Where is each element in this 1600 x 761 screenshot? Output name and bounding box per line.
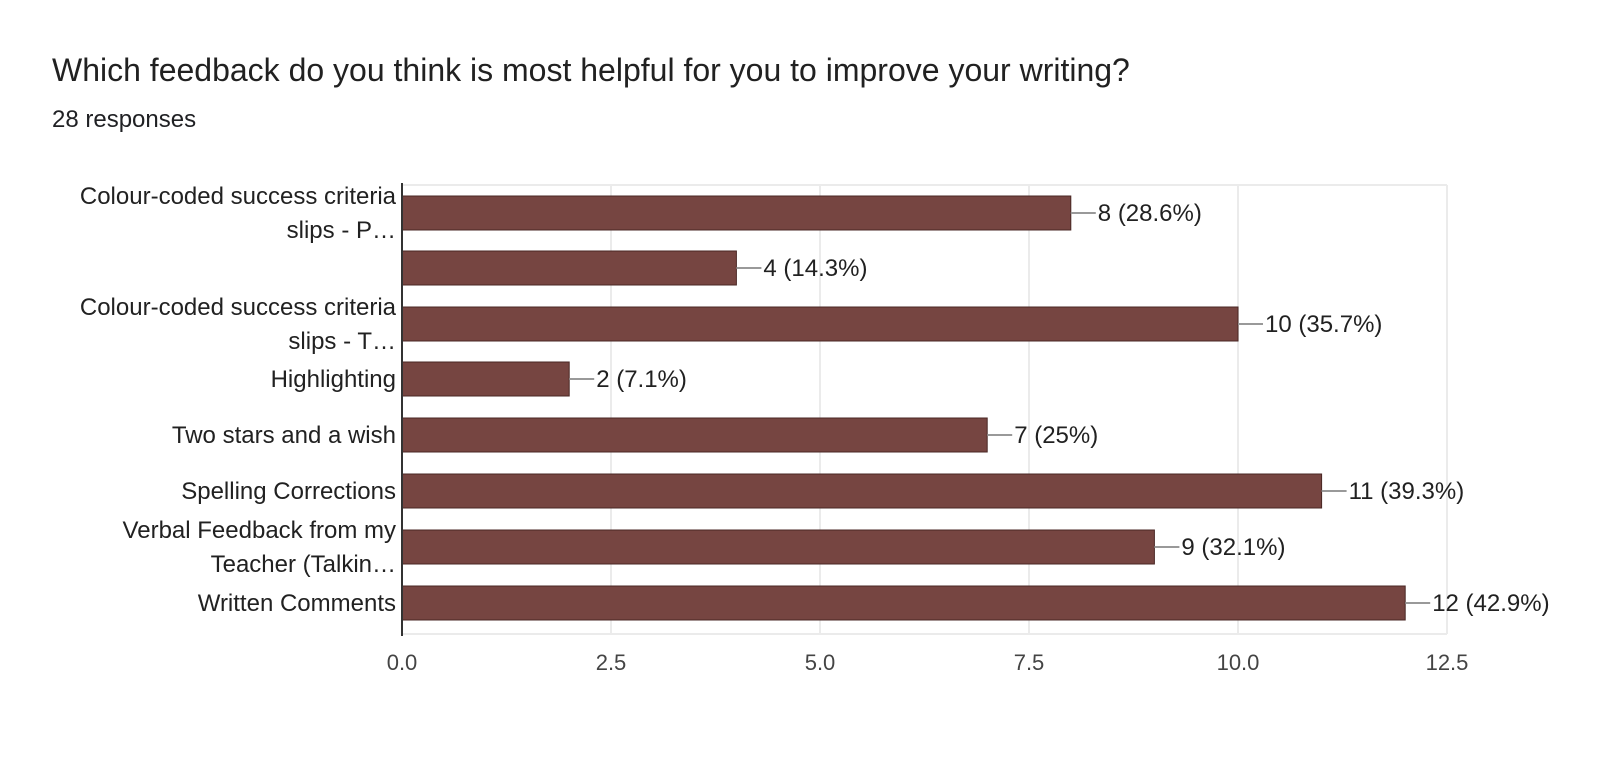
category-label: Colour-coded success criteria <box>80 294 397 321</box>
category-label: Spelling Corrections <box>181 478 396 505</box>
category-label: Highlighting <box>271 366 396 393</box>
x-tick-label: 2.5 <box>596 650 627 675</box>
bar <box>401 585 1406 621</box>
bar <box>401 529 1155 565</box>
data-label: 10 (35.7%) <box>1265 311 1382 338</box>
chart-title: Which feedback do you think is most help… <box>52 52 1130 88</box>
x-tick-label: 10.0 <box>1217 650 1260 675</box>
x-tick-label: 0.0 <box>387 650 418 675</box>
data-label: 8 (28.6%) <box>1098 200 1202 227</box>
data-label: 12 (42.9%) <box>1432 590 1549 617</box>
category-label: Two stars and a wish <box>172 422 396 449</box>
data-label: 7 (25%) <box>1014 422 1098 449</box>
bar <box>401 250 737 286</box>
bar <box>401 473 1323 509</box>
category-label: slips - T… <box>288 328 396 355</box>
category-label: Verbal Feedback from my <box>123 517 396 544</box>
bar <box>401 195 1072 231</box>
bar <box>401 417 988 453</box>
bar <box>401 361 570 397</box>
x-tick-label: 7.5 <box>1014 650 1045 675</box>
x-tick-label: 5.0 <box>805 650 836 675</box>
data-label: 9 (32.1%) <box>1181 534 1285 561</box>
bar <box>401 306 1239 342</box>
category-label: slips - P… <box>287 217 396 244</box>
response-count: 28 responses <box>52 106 197 133</box>
category-label: Written Comments <box>198 590 396 617</box>
data-label: 2 (7.1%) <box>596 366 687 393</box>
x-tick-label: 12.5 <box>1426 650 1469 675</box>
category-label: Teacher (Talkin… <box>211 551 396 578</box>
data-label: 11 (39.3%) <box>1349 478 1465 505</box>
data-label: 4 (14.3%) <box>763 255 867 282</box>
category-label: Colour-coded success criteria <box>80 183 397 210</box>
